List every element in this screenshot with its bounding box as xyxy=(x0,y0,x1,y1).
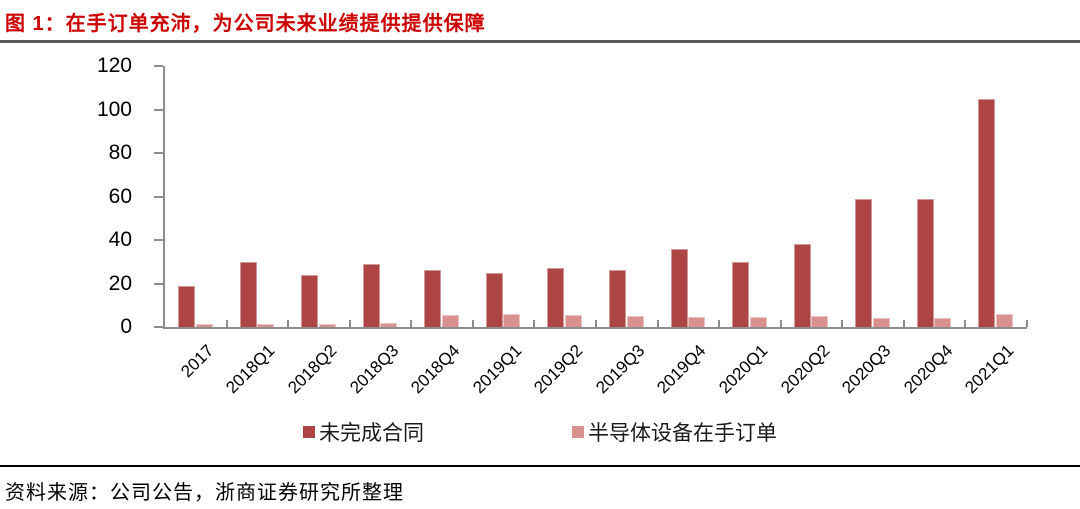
bar xyxy=(855,198,873,327)
title-rule xyxy=(0,40,1080,43)
source-note: 资料来源：公司公告，浙商证券研究所整理 xyxy=(5,482,404,504)
x-axis-tick xyxy=(287,320,290,327)
bar xyxy=(441,315,459,327)
bar xyxy=(934,318,952,327)
plot-area: 0 20 40 60 80 100 120 2017 2018Q1 2018Q2 2018Q3 201… xyxy=(97,54,1028,397)
x-axis-tick xyxy=(841,320,844,327)
figure-title: 图 1：在手订单充沛，为公司未来业绩提供提供保障 xyxy=(5,13,486,35)
bar xyxy=(609,270,626,327)
y-axis-tick xyxy=(154,65,163,67)
y-axis-tick xyxy=(154,282,163,285)
bar xyxy=(916,198,934,327)
x-axis-tick xyxy=(225,320,228,327)
bar xyxy=(195,323,213,327)
bar xyxy=(872,318,890,327)
legend-swatch xyxy=(572,426,584,438)
x-axis-tick xyxy=(964,320,967,327)
legend-item: 未完成合同 xyxy=(303,417,424,447)
bar xyxy=(503,313,521,327)
bar xyxy=(239,261,257,327)
x-axis-tick xyxy=(533,320,536,327)
y-tick-label: 20 xyxy=(108,271,132,295)
bar xyxy=(362,263,380,327)
x-axis-tick xyxy=(718,320,721,327)
x-axis-tick xyxy=(595,320,597,327)
bar xyxy=(318,323,336,327)
bar xyxy=(995,313,1013,327)
bar xyxy=(564,315,582,327)
x-axis-tick xyxy=(410,320,413,327)
y-axis-tick xyxy=(154,326,163,328)
bar xyxy=(301,274,319,327)
x-axis-tick xyxy=(1026,320,1028,327)
bar xyxy=(670,248,688,327)
y-tick-label: 0 xyxy=(120,315,132,338)
bar xyxy=(178,285,195,327)
x-axis-tick xyxy=(471,320,474,327)
bar xyxy=(732,261,750,327)
bar xyxy=(626,316,644,327)
x-axis-tick xyxy=(348,320,351,327)
x-axis-tick xyxy=(779,320,782,327)
legend-label: 未完成合同 xyxy=(319,421,424,445)
bar xyxy=(485,272,503,327)
bar xyxy=(380,322,398,327)
bar xyxy=(978,98,996,327)
bar xyxy=(793,244,811,327)
y-axis-tick xyxy=(154,239,163,241)
x-axis-tick xyxy=(656,320,659,327)
legend-label: 半导体设备在手订单 xyxy=(588,421,777,445)
x-axis-tick xyxy=(902,320,905,327)
bar xyxy=(811,316,829,327)
legend-item: 半导体设备在手订单 xyxy=(572,417,777,447)
bar xyxy=(257,323,275,327)
y-tick-label: 80 xyxy=(108,141,132,164)
legend: 未完成合同 半导体设备在手订单 xyxy=(0,417,1080,447)
bar xyxy=(547,268,565,327)
y-tick-label: 60 xyxy=(108,184,132,208)
y-axis-tick xyxy=(154,195,163,198)
y-tick-label: 120 xyxy=(96,54,132,77)
bar xyxy=(688,317,706,327)
source-rule xyxy=(0,465,1080,467)
y-tick-label: 40 xyxy=(108,228,132,251)
bar xyxy=(424,270,442,327)
y-tick-label: 100 xyxy=(96,97,132,121)
legend-swatch xyxy=(303,426,315,438)
y-axis-tick xyxy=(154,152,163,154)
bar xyxy=(749,317,767,327)
y-axis-tick xyxy=(154,108,163,111)
